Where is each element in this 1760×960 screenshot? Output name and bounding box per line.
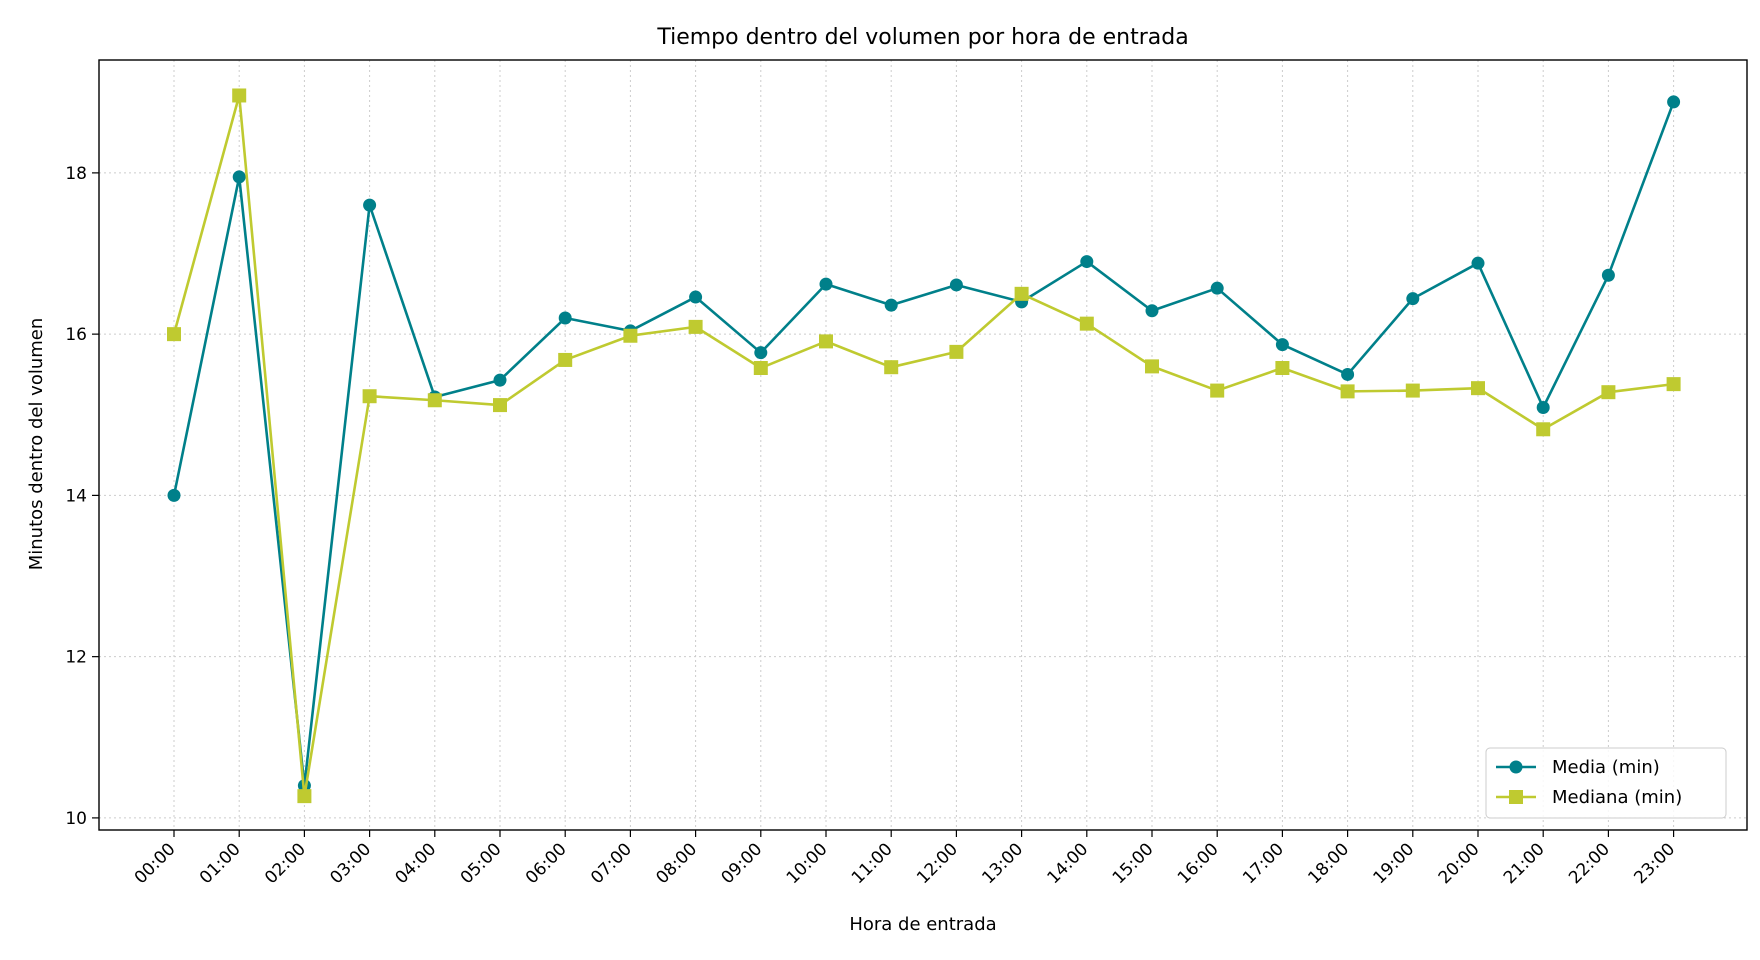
x-tick-label: 03:00 bbox=[326, 839, 375, 888]
x-tick-label: 06:00 bbox=[522, 839, 571, 888]
x-axis: 00:00 01:00 02:00 03:00 04:00 05:00 06:00 07:00… bbox=[131, 830, 1679, 888]
legend-item: Mediana (min) bbox=[1496, 787, 1682, 808]
data-point bbox=[167, 327, 181, 342]
x-tick-label: 21:00 bbox=[1500, 839, 1549, 888]
x-tick-label: 14:00 bbox=[1044, 839, 1093, 888]
x-tick-label: 05:00 bbox=[457, 839, 506, 888]
x-tick-label: 02:00 bbox=[261, 839, 310, 888]
data-point bbox=[362, 389, 377, 404]
x-tick-label: 16:00 bbox=[1174, 839, 1223, 888]
data-point bbox=[1080, 255, 1094, 269]
data-point bbox=[1601, 268, 1615, 282]
x-tick-label: 04:00 bbox=[392, 839, 441, 888]
x-tick-label: 15:00 bbox=[1109, 839, 1158, 888]
data-point bbox=[1210, 383, 1225, 398]
y-tick-label: 14 bbox=[65, 486, 87, 506]
x-tick-label: 10:00 bbox=[783, 839, 832, 888]
data-point bbox=[232, 170, 246, 184]
series-media bbox=[167, 95, 1681, 793]
y-tick-label: 10 bbox=[65, 809, 87, 829]
data-point bbox=[1145, 304, 1159, 318]
series-layer bbox=[167, 88, 1681, 804]
legend-label: Media (min) bbox=[1552, 757, 1660, 778]
data-point bbox=[949, 344, 964, 359]
x-tick-label: 07:00 bbox=[587, 839, 636, 888]
y-axis: 10 12 14 16 18 bbox=[65, 164, 99, 829]
x-tick-label: 00:00 bbox=[131, 839, 180, 888]
legend-marker bbox=[1509, 760, 1523, 774]
x-tick-label: 18:00 bbox=[1304, 839, 1353, 888]
series-line bbox=[172, 94, 1674, 798]
data-point bbox=[1406, 292, 1420, 306]
legend-marker bbox=[1509, 790, 1523, 804]
data-point bbox=[493, 373, 507, 387]
data-point bbox=[363, 198, 377, 212]
data-point bbox=[1079, 316, 1094, 331]
data-point bbox=[949, 278, 963, 292]
x-tick-label: 08:00 bbox=[652, 839, 701, 888]
x-tick-label: 11:00 bbox=[848, 839, 897, 888]
data-point bbox=[819, 277, 833, 291]
legend-box bbox=[1485, 747, 1727, 819]
data-point bbox=[884, 360, 899, 375]
data-point bbox=[232, 88, 247, 103]
data-point bbox=[1014, 286, 1029, 301]
x-tick-label: 12:00 bbox=[913, 839, 962, 888]
data-point bbox=[1145, 359, 1159, 374]
data-point bbox=[1536, 401, 1550, 415]
data-point bbox=[688, 319, 703, 334]
data-point bbox=[427, 393, 442, 408]
data-point bbox=[167, 488, 181, 502]
data-point bbox=[1210, 281, 1224, 295]
y-axis-title: Minutos dentro del volumen bbox=[26, 318, 47, 571]
data-point bbox=[1666, 377, 1681, 392]
data-point bbox=[1471, 256, 1485, 270]
chart-title: Tiempo dentro del volumen por hora de en… bbox=[656, 25, 1188, 50]
x-tick-label: 17:00 bbox=[1239, 839, 1288, 888]
legend-label: Mediana (min) bbox=[1552, 787, 1682, 808]
legend-item: Media (min) bbox=[1496, 757, 1660, 778]
y-tick-label: 18 bbox=[65, 164, 87, 184]
data-point bbox=[754, 346, 768, 360]
x-tick-label: 23:00 bbox=[1630, 839, 1679, 888]
x-tick-label: 01:00 bbox=[196, 839, 245, 888]
series-mediana bbox=[167, 88, 1681, 804]
x-tick-label: 09:00 bbox=[718, 839, 767, 888]
data-point bbox=[1405, 383, 1420, 398]
data-point bbox=[884, 298, 898, 312]
series-line bbox=[172, 101, 1675, 787]
data-point bbox=[1341, 367, 1355, 381]
y-tick-label: 12 bbox=[65, 648, 87, 668]
legend: Media (min) Mediana (min) bbox=[1485, 747, 1727, 819]
data-point bbox=[558, 311, 572, 325]
data-point bbox=[753, 361, 768, 375]
x-tick-label: 22:00 bbox=[1565, 839, 1614, 888]
data-point bbox=[689, 290, 703, 304]
data-point bbox=[623, 328, 638, 343]
data-point bbox=[558, 352, 573, 367]
data-point bbox=[1667, 95, 1681, 109]
data-point bbox=[819, 334, 833, 349]
data-point bbox=[1275, 338, 1289, 352]
data-point bbox=[1536, 422, 1551, 437]
plot-frame bbox=[98, 59, 1748, 831]
data-point bbox=[1275, 361, 1290, 375]
data-point bbox=[1340, 384, 1355, 399]
data-point bbox=[297, 789, 312, 804]
x-axis-title: Hora de entrada bbox=[849, 914, 996, 935]
data-point bbox=[493, 398, 507, 413]
data-point bbox=[1471, 381, 1485, 396]
x-tick-label: 19:00 bbox=[1370, 839, 1419, 888]
x-tick-label: 20:00 bbox=[1435, 839, 1484, 888]
data-point bbox=[1601, 385, 1616, 400]
y-tick-label: 16 bbox=[65, 325, 87, 345]
grid bbox=[99, 60, 1747, 830]
x-tick-label: 13:00 bbox=[978, 839, 1027, 888]
